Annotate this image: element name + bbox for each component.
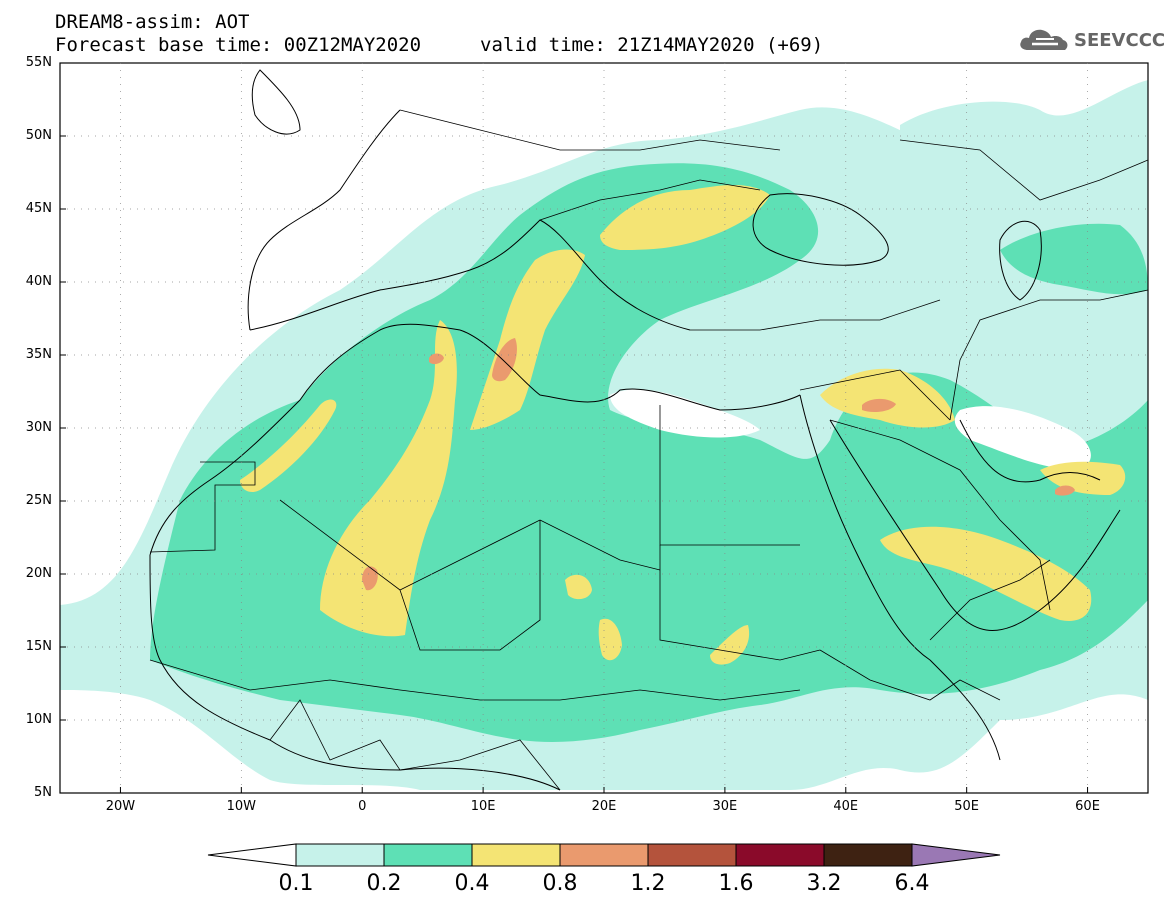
seevccc-logo: SEEVCCC: [1018, 26, 1165, 54]
lon-label: 0: [358, 799, 367, 814]
lon-label: 60E: [1075, 799, 1100, 814]
colorbar-label: 0.2: [366, 871, 402, 896]
coast-black-sea: [752, 193, 889, 266]
colorbar-bin: [559, 843, 649, 867]
coast-africa-n: [459, 329, 801, 411]
lat-label: 5N: [34, 785, 52, 800]
colorbar-bin: [823, 843, 913, 867]
borders: [149, 109, 1148, 791]
border-central-europe: [399, 109, 781, 151]
colorbar-label: 1.2: [630, 871, 666, 896]
lat-label: 50N: [25, 128, 52, 143]
colorbar-label: 0.1: [278, 871, 314, 896]
coast-britain: [251, 69, 301, 135]
colorbar: [207, 843, 1001, 867]
lat-label: 30N: [25, 420, 52, 435]
border-mauritania: [149, 461, 256, 553]
border-iran: [949, 289, 1148, 421]
colorbar-bin: [735, 843, 825, 867]
colorbar-bin: [471, 843, 561, 867]
colorbar-label: 6.4: [894, 871, 930, 896]
aot-0.4-chad-a: [565, 574, 592, 600]
lon-label: 50E: [954, 799, 980, 814]
aot-0.4-arabia: [880, 526, 1092, 621]
aot-0.4-sudan: [710, 625, 750, 665]
lat-label: 55N: [25, 55, 52, 70]
border-libya-chad: [539, 519, 661, 571]
lat-label: 40N: [25, 274, 52, 289]
lon-label: 10E: [470, 799, 496, 814]
aot-low-area: [610, 389, 760, 438]
colorbar-label: 1.6: [718, 871, 754, 896]
colorbar-label: 0.4: [454, 871, 490, 896]
border-sudan: [659, 545, 821, 661]
tick-marks: [60, 62, 1089, 794]
coast-africa-nw: [149, 323, 461, 556]
valid-time: valid time: 21Z14MAY2020 (+69): [480, 34, 824, 56]
lon-label: 20W: [105, 799, 136, 814]
border-yemen: [929, 559, 1051, 641]
aot-0.8-core-oman: [1055, 485, 1075, 496]
border-balkans: [539, 179, 761, 221]
border-turkey: [690, 299, 941, 331]
coast-europe-s: [249, 219, 691, 331]
forecast-base-time: Forecast base time: 00Z12MAY2020: [55, 34, 422, 56]
aot-0.2-area-caspian: [1000, 223, 1148, 295]
coast-gulf: [959, 419, 1101, 483]
aot-0.8-core-iraq: [862, 398, 896, 412]
colorbar-bin: [647, 843, 737, 867]
border-west-africa: [269, 699, 561, 791]
colorbar-bin: [383, 843, 473, 867]
lon-label: 30E: [712, 799, 738, 814]
aot-0.8-core-algeria: [362, 566, 378, 591]
lon-label: 20E: [591, 799, 617, 814]
coast-europe-w: [247, 109, 401, 331]
aot-low-area-gulf: [954, 406, 1091, 470]
lat-label: 25N: [25, 493, 52, 508]
lat-label: 15N: [25, 639, 52, 654]
border-iraq: [799, 369, 951, 421]
lat-label: 20N: [25, 566, 52, 581]
aot-0.4-plume-north: [600, 185, 770, 250]
lon-label: 10W: [226, 799, 257, 814]
aot-0.4-iraq: [820, 368, 955, 428]
aot-0.4-plume-central: [470, 249, 585, 430]
coast-arabia: [829, 419, 1121, 631]
aot-0.4-morocco: [240, 399, 337, 492]
border-sahel: [149, 659, 801, 701]
coast-red-sea: [799, 394, 1001, 761]
coastlines: [149, 69, 1121, 791]
lat-label: 45N: [25, 201, 52, 216]
border-niger: [399, 520, 541, 651]
lat-label: 35N: [25, 347, 52, 362]
colorbar-label: 0.8: [542, 871, 578, 896]
colorbar-high-arrow: [911, 843, 1001, 867]
gridlines: [60, 63, 1148, 793]
aot-0.8-core-atlas: [429, 353, 444, 365]
border-algeria-mali: [279, 499, 541, 591]
cloud-icon: [1020, 29, 1068, 50]
border-kazakh: [899, 139, 1148, 201]
colorbar-bin: [295, 843, 385, 867]
lat-label: 10N: [25, 712, 52, 727]
colorbar-label: 3.2: [806, 871, 842, 896]
map-title: DREAM8-assim: AOT: [55, 11, 250, 33]
coast-caspian: [999, 220, 1042, 301]
aot-0.4-plume-west: [320, 320, 457, 637]
lon-label: 40E: [833, 799, 859, 814]
border-saudi: [829, 419, 1051, 611]
aot-0.1-area-ne: [900, 80, 1148, 187]
aot-0.4-chad-b: [598, 618, 622, 661]
aot-0.8-core-tunisia: [492, 338, 517, 382]
border-ethiopia: [819, 649, 1001, 701]
colorbar-low-arrow: [207, 843, 297, 867]
logo-text: SEEVCCC: [1074, 29, 1165, 51]
